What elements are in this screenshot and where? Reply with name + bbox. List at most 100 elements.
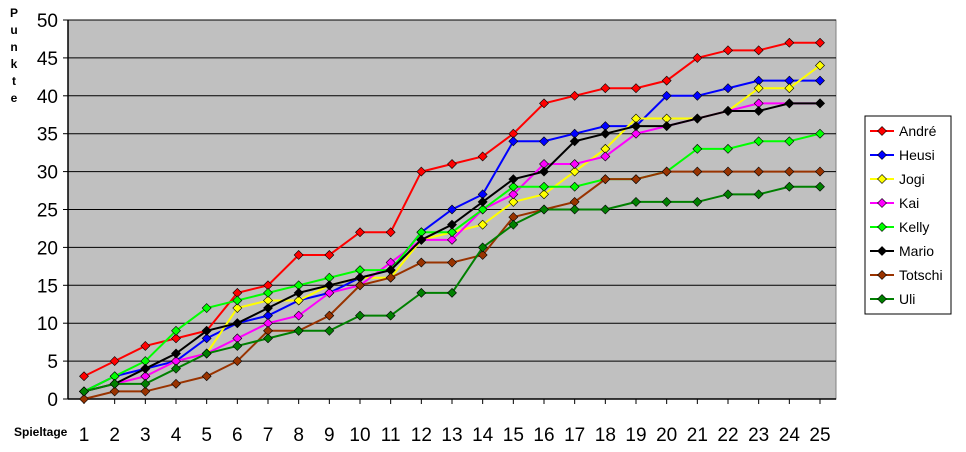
data-point (569, 159, 580, 169)
x-tick-label: 18 (595, 425, 616, 446)
data-point (447, 159, 457, 169)
data-point (201, 348, 212, 359)
x-tick-label: 10 (349, 425, 370, 446)
legend-box (864, 115, 952, 315)
data-point (753, 189, 764, 200)
legend: André Heusi Jogi Kai Kelly Mario Totschi Uli (864, 115, 952, 315)
data-point (263, 287, 273, 298)
data-point (784, 136, 795, 147)
x-tick-label: 1 (79, 425, 90, 446)
x-tick-label: 3 (140, 425, 151, 446)
y-tick-label: 20 (37, 238, 58, 259)
data-point (692, 143, 703, 154)
data-point (569, 181, 580, 192)
data-point (508, 196, 519, 207)
data-point (140, 386, 151, 397)
data-point (815, 181, 825, 192)
data-point (815, 60, 825, 71)
data-point (232, 303, 243, 313)
series (79, 166, 825, 404)
data-point (324, 310, 335, 321)
legend-marker (877, 294, 887, 304)
legend-entry: Totschi (870, 267, 943, 283)
data-point (815, 166, 825, 177)
y-tick-label: 50 (37, 11, 58, 32)
data-point (753, 166, 764, 177)
data-point (600, 83, 611, 94)
data-point (723, 106, 733, 116)
data-point (293, 310, 304, 321)
legend-marker (877, 198, 887, 208)
series (79, 98, 825, 397)
data-point (692, 196, 703, 207)
x-tick-label: 7 (263, 425, 274, 446)
legend-entry: Uli (870, 291, 915, 307)
data-point (293, 250, 304, 260)
legend-marker (877, 222, 887, 232)
data-point (753, 136, 764, 147)
legend-label: André (899, 123, 937, 139)
x-tick-label: 21 (687, 425, 708, 446)
data-point (569, 90, 580, 101)
x-tick-label: 14 (472, 425, 494, 446)
data-point (815, 37, 825, 48)
legend-entry: Jogi (870, 171, 925, 187)
data-point (723, 45, 733, 56)
legend-label: Kelly (899, 219, 929, 235)
data-point (631, 121, 641, 132)
legend-label: Kai (899, 195, 919, 211)
data-point (723, 143, 733, 154)
data-point (232, 341, 243, 351)
data-point (723, 83, 733, 94)
x-tick-label: 2 (109, 425, 120, 446)
data-point (79, 371, 89, 382)
data-point (661, 90, 672, 101)
data-point (631, 83, 641, 94)
data-point (385, 227, 396, 238)
x-tick-label: 9 (324, 425, 335, 446)
x-tick-label: 25 (809, 425, 830, 446)
x-tick-label: 24 (779, 425, 801, 446)
x-tick-label: 19 (625, 425, 646, 446)
x-tick-label: 13 (441, 425, 462, 446)
x-axis-ticks: 1 2 3 4 5 6 7 8 9 10 11 12 13 14 15 16 17 18 19 20 21 22 23 24 2… (79, 399, 831, 446)
y-axis-ticks: 0 5 10 15 20 25 30 35 40 45 50 (37, 11, 68, 411)
data-point (539, 166, 549, 177)
legend-marker (877, 246, 887, 256)
data-point (447, 219, 457, 230)
data-point (293, 295, 304, 306)
data-point (508, 219, 519, 230)
data-point (447, 227, 457, 238)
data-point (631, 174, 641, 185)
legend-marker (877, 174, 887, 184)
data-point (324, 280, 335, 291)
data-point (661, 196, 672, 207)
data-point (631, 196, 641, 207)
data-point (477, 204, 488, 215)
data-point (263, 333, 273, 344)
data-point (600, 174, 611, 185)
x-tick-label: 6 (232, 425, 243, 446)
data-point (477, 242, 488, 253)
data-point (355, 280, 365, 291)
data-point (385, 310, 396, 321)
data-point (723, 189, 733, 200)
x-tick-label: 16 (533, 425, 554, 446)
data-point (569, 204, 580, 215)
data-point (661, 75, 672, 86)
data-point (815, 98, 825, 109)
data-point (784, 166, 795, 177)
data-point (539, 189, 549, 200)
data-point (232, 318, 243, 329)
data-point (355, 227, 365, 238)
data-point (201, 325, 212, 336)
data-point (600, 128, 611, 139)
data-point (508, 136, 519, 147)
series-layer (79, 37, 825, 404)
data-point (692, 113, 703, 124)
data-point (508, 181, 519, 192)
data-point (661, 166, 672, 177)
data-point (385, 272, 396, 283)
data-point (753, 45, 764, 56)
